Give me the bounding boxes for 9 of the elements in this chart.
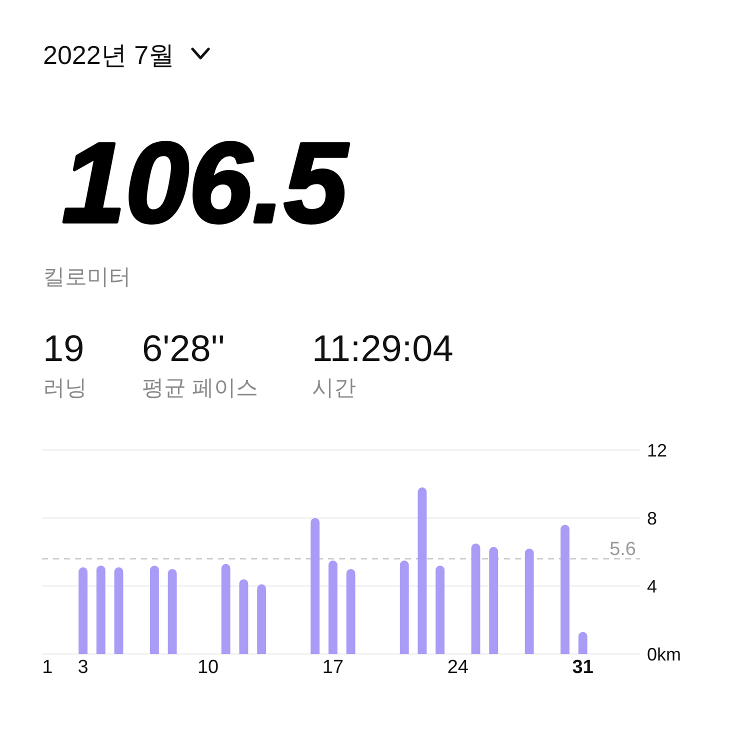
annotation: 19 (43, 328, 84, 369)
annotation: 11:29:04 (312, 328, 454, 369)
annotation: 평균 페이스 (142, 375, 258, 400)
annotation: 킬로미터 (43, 264, 131, 289)
annotation: 시간 (312, 375, 356, 400)
title: 2022년 7월 (43, 40, 175, 70)
annotation: 러닝 (43, 375, 87, 400)
annotation: 6'28'' (142, 328, 225, 369)
annotation: 106.5 (62, 120, 348, 247)
